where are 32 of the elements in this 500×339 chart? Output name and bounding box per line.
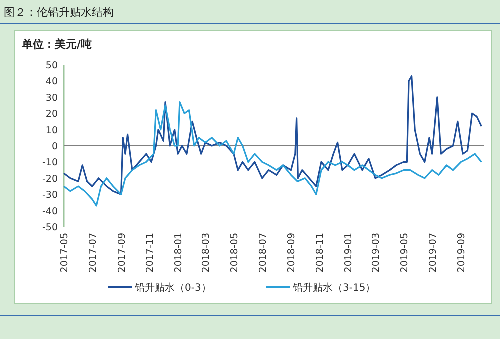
x-tick-label: 2019-07: [428, 233, 439, 273]
line-series: [63, 76, 482, 196]
y-tick-label: 50: [46, 60, 58, 72]
x-tick-label: 2018-11: [315, 233, 326, 273]
chart-title: 图２：伦铅升贴水结构: [4, 6, 114, 19]
x-tick-label: 2017-07: [88, 233, 99, 273]
x-tick-label: 2019-05: [399, 233, 410, 273]
y-tick-label: 20: [46, 109, 58, 120]
y-tick-label: 40: [46, 76, 58, 88]
x-tick-label: 2019-01: [344, 233, 355, 273]
line-series: [63, 101, 482, 207]
x-tick-label: 2017-09: [116, 233, 128, 273]
x-tick-label: 2017-11: [145, 233, 156, 273]
x-tick-label: 2018-07: [258, 233, 269, 273]
y-tick-label: 10: [46, 125, 58, 136]
y-tick-label: 30: [46, 92, 58, 104]
x-tick-label: 2018-05: [229, 233, 240, 273]
y-tick-label: -30: [42, 190, 58, 202]
y-axis-title: 单位：美元/吨: [21, 38, 92, 51]
y-tick-label: -10: [42, 158, 58, 169]
x-tick-label: 2019-09: [456, 233, 468, 273]
x-tick-label: 2018-01: [174, 233, 185, 273]
y-tick-label: 0: [52, 142, 58, 152]
x-tick-label: 2018-09: [286, 233, 298, 273]
x-tick-label: 2017-05: [60, 233, 70, 273]
y-tick-label: -50: [42, 222, 58, 234]
legend-label: 铅升贴水（0-3）: [134, 282, 212, 294]
x-tick-label: 2018-03: [201, 233, 212, 273]
y-tick-label: -40: [42, 206, 58, 218]
y-tick-label: -20: [42, 174, 58, 185]
legend-label: 铅升贴水（3-15）: [292, 282, 376, 294]
x-tick-label: 2019-03: [371, 233, 382, 273]
